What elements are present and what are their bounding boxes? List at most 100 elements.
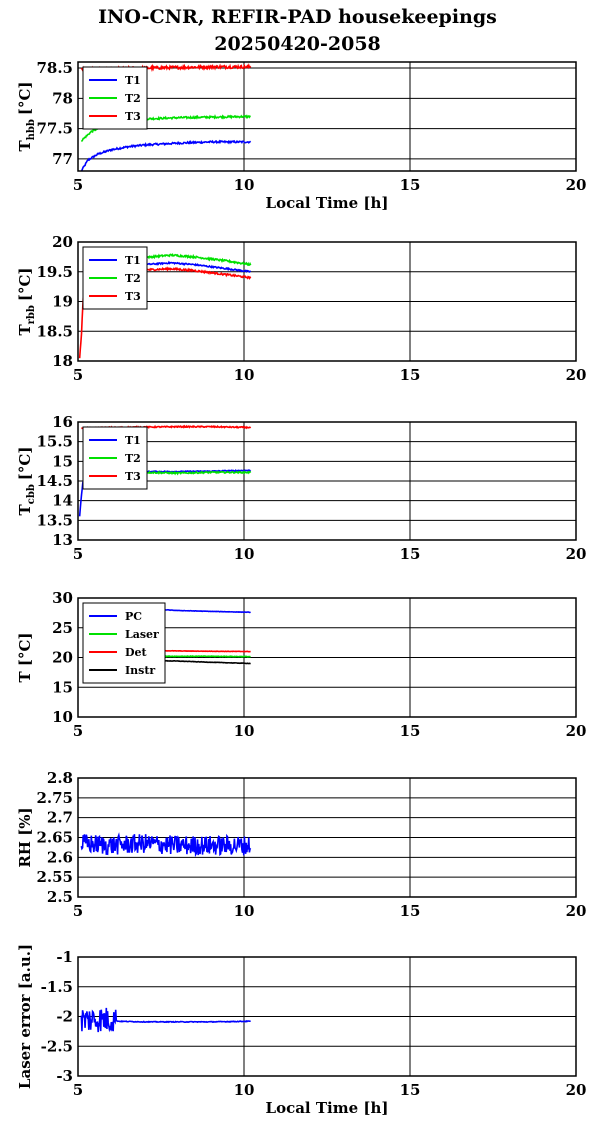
- series-group: [80, 832, 252, 858]
- legend-label: Det: [125, 646, 148, 659]
- y-axis-label-unit: [°C]: [16, 447, 34, 481]
- x-tick-label: 10: [234, 176, 255, 194]
- x-tick-label: 10: [234, 902, 255, 920]
- y-axis-label-main: T: [16, 324, 34, 336]
- y-tick-label: -1: [56, 948, 73, 966]
- legend-label: T1: [125, 254, 141, 267]
- y-axis-label-main: RH [%]: [16, 807, 34, 867]
- x-tick-label: 5: [73, 722, 83, 740]
- series-line-1: [80, 832, 252, 858]
- y-tick-label: 20: [52, 233, 73, 251]
- y-tick-label: 15: [52, 452, 73, 470]
- x-tick-label: 20: [566, 1081, 587, 1099]
- y-tick-label: 2.6: [47, 848, 73, 866]
- plot-frame: [77, 597, 577, 718]
- chart-panel-1: 77 77.5 78 78.5 5 10 15 20 Local Time [h] Thbb [°C…: [16, 59, 586, 212]
- y-axis-label-sub: hbb: [26, 119, 37, 140]
- plot-frame: [77, 956, 577, 1077]
- legend: T1 T2 T3: [82, 246, 148, 310]
- y-tick-label: 13.5: [36, 511, 73, 529]
- grid: [77, 421, 577, 541]
- x-axis-label: Local Time [h]: [266, 1099, 389, 1117]
- legend: PC Laser Det Instr: [82, 602, 166, 684]
- y-tick-label: 25: [52, 619, 73, 637]
- y-tick-label: 78.5: [36, 59, 73, 77]
- grid: [77, 62, 577, 171]
- y-tick-label: 2.55: [36, 868, 73, 886]
- y-tick-label: 14: [52, 492, 73, 510]
- legend-label: T2: [125, 452, 141, 465]
- x-tick-label: 20: [566, 176, 587, 194]
- legend-label: Laser: [125, 628, 159, 641]
- series-line-1: [80, 139, 252, 171]
- x-tick-label: 20: [566, 902, 587, 920]
- y-tick-label: 30: [52, 589, 73, 607]
- y-tick-label: 2.5: [47, 888, 73, 906]
- y-tick-label: -2: [56, 1008, 73, 1026]
- y-axis-label: Thbb [°C]: [16, 81, 37, 151]
- y-axis-label: Trbb [°C]: [16, 267, 37, 335]
- x-tick-label: 10: [234, 366, 255, 384]
- x-tick-label: 20: [566, 366, 587, 384]
- chart-panel-2: 18 18.5 19 19.5 20 5 10 15 20 Trbb [°C] T1 T2 T3: [16, 233, 586, 384]
- y-axis-label-sub: rbb: [26, 305, 37, 324]
- x-tick-label: 5: [73, 176, 83, 194]
- plot-frame: [77, 241, 577, 362]
- x-tick-label: 20: [566, 722, 587, 740]
- x-tick-label: 15: [400, 902, 421, 920]
- x-tick-label: 10: [234, 545, 255, 563]
- grid: [77, 956, 577, 1077]
- y-tick-label: 15.5: [36, 433, 73, 451]
- figure-title: INO-CNR, REFIR-PAD housekeepings: [98, 6, 497, 28]
- y-axis-label-sub: cbb: [26, 484, 37, 504]
- series-group: [80, 1007, 251, 1033]
- y-axis-label-main: T: [16, 140, 34, 152]
- grid: [77, 241, 577, 362]
- y-tick-label: 15: [52, 678, 73, 696]
- y-tick-label: 77.5: [36, 120, 73, 138]
- legend: T1 T2 T3: [82, 66, 148, 130]
- legend-label: Instr: [125, 664, 155, 677]
- plot-frame: [77, 421, 577, 541]
- y-tick-label: 2.7: [47, 809, 73, 827]
- x-tick-label: 5: [73, 902, 83, 920]
- y-tick-label: 2.75: [36, 789, 73, 807]
- y-axis-label-main: T: [16, 503, 34, 515]
- y-tick-label: 10: [52, 708, 73, 726]
- plot-frame: [77, 61, 577, 172]
- y-tick-label: 14.5: [36, 472, 73, 490]
- y-tick-label: 78: [52, 89, 73, 107]
- legend-label: T2: [125, 272, 141, 285]
- y-tick-label: 13: [52, 531, 73, 549]
- y-tick-label: 2.8: [47, 769, 73, 787]
- y-axis-label-main: T [°C]: [16, 632, 34, 682]
- legend-label: T2: [125, 92, 141, 105]
- legend: T1 T2 T3: [82, 426, 148, 490]
- y-axis-label-unit: [°C]: [16, 81, 34, 115]
- y-axis-label-unit: [°C]: [16, 267, 34, 301]
- x-tick-label: 15: [400, 545, 421, 563]
- x-tick-label: 15: [400, 176, 421, 194]
- legend-label: T1: [125, 74, 141, 87]
- y-tick-label: 18.5: [36, 322, 73, 340]
- chart-panel-6: -3 -2.5 -2 -1.5 -1 5 10 15 20 Local Time [h] Laser…: [16, 944, 586, 1117]
- x-tick-label: 15: [400, 722, 421, 740]
- x-tick-label: 10: [234, 1081, 255, 1099]
- y-tick-label: 18: [52, 352, 73, 370]
- y-tick-label: 19: [52, 293, 73, 311]
- legend-label: T1: [125, 434, 141, 447]
- x-tick-label: 5: [73, 545, 83, 563]
- y-axis-label: Laser error [a.u.]: [16, 944, 34, 1089]
- y-tick-label: -3: [56, 1067, 73, 1085]
- y-tick-label: -1.5: [41, 978, 73, 996]
- y-tick-label: 20: [52, 649, 73, 667]
- legend-label: T3: [125, 290, 141, 303]
- x-tick-label: 15: [400, 1081, 421, 1099]
- y-tick-label: 16: [52, 413, 73, 431]
- legend-label: PC: [125, 610, 142, 623]
- y-tick-label: -2.5: [41, 1037, 73, 1055]
